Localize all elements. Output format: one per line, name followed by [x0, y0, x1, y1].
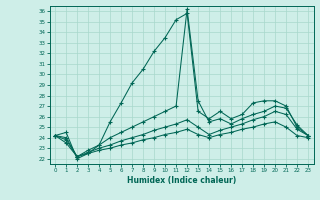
X-axis label: Humidex (Indice chaleur): Humidex (Indice chaleur) [127, 176, 236, 185]
